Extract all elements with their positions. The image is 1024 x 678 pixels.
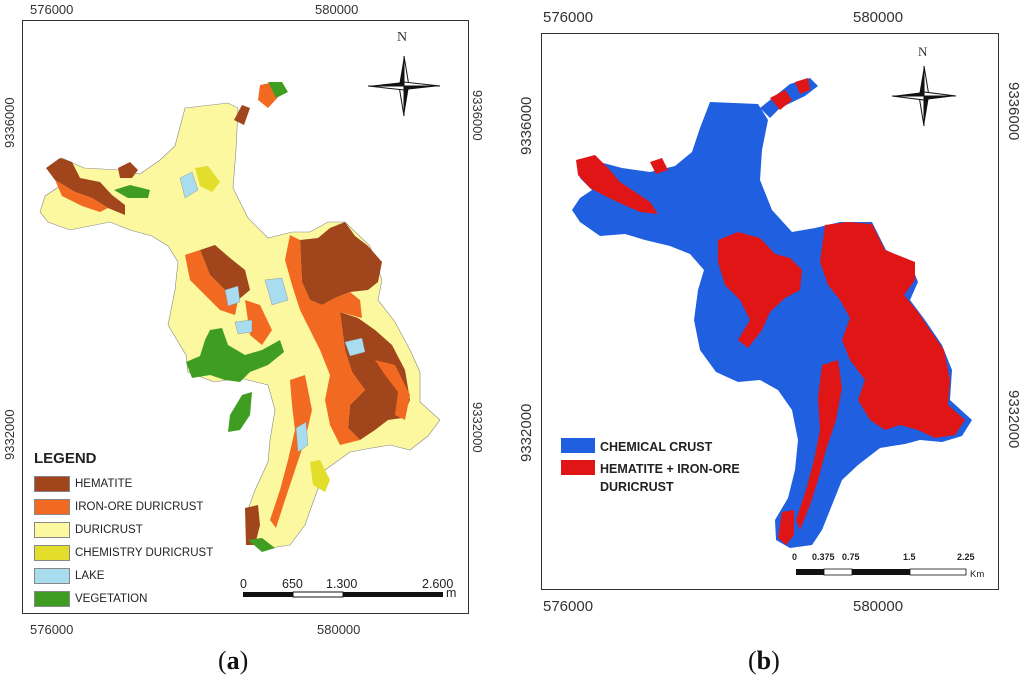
caption-b: (b) <box>748 646 780 675</box>
legend-item-vegetation: VEGETATION <box>34 591 147 607</box>
x-tick-b-1: 576000 <box>543 9 594 26</box>
vegetation-area <box>186 328 284 382</box>
lake-area <box>224 285 241 307</box>
legend-swatch <box>34 522 70 538</box>
legend-swatch <box>34 499 70 515</box>
legend-swatch <box>34 591 70 607</box>
lake-area <box>295 421 309 453</box>
hematite-iron-area <box>778 510 794 545</box>
legend-item-hematite-iron: HEMATITE + IRON-ORE DURICRUST <box>561 460 761 496</box>
hematite-area <box>234 105 250 125</box>
caption-b-letter: b <box>756 646 772 675</box>
scale-label-b-0: 0 <box>792 552 798 562</box>
legend-label: LAKE <box>75 570 105 582</box>
legend-item-lake: LAKE <box>34 568 104 584</box>
scale-label-b-4: 2.25 <box>957 552 975 562</box>
caption-a: (a) <box>218 646 249 675</box>
iron-ore-area <box>185 250 238 315</box>
legend-swatch <box>34 545 70 561</box>
hematite-area <box>118 162 138 178</box>
legend-swatch <box>561 438 595 453</box>
x-tick-a-2: 580000 <box>315 2 359 17</box>
hematite-iron-area <box>925 418 945 434</box>
legend-label: IRON-ORE DURICRUST <box>75 501 204 513</box>
hematite-iron-area <box>795 78 810 94</box>
legend-swatch <box>34 476 70 492</box>
hematite-iron-area <box>718 232 802 348</box>
vegetation-area <box>228 392 252 432</box>
legend-label: CHEMISTRY DURICRUST <box>75 547 214 559</box>
x-tick-a-1: 576000 <box>30 2 74 17</box>
chemical-crust-area <box>572 102 972 548</box>
hematite-area <box>46 158 125 215</box>
chemistry-duricrust-area <box>310 460 330 492</box>
chemistry-duricrust-area <box>195 166 220 192</box>
north-arrow-icon <box>891 65 957 127</box>
scale-bar-b <box>796 568 967 576</box>
x-tick-b-3: 576000 <box>543 598 594 615</box>
hematite-iron-area <box>576 155 658 214</box>
scale-label-a-2: 1.300 <box>326 577 358 591</box>
legend-label: HEMATITE <box>75 478 133 490</box>
hematite-area <box>300 222 382 305</box>
hematite-iron-area <box>820 222 965 438</box>
scale-unit-a: m <box>446 586 457 600</box>
legend-item-chemistry: CHEMISTRY DURICRUST <box>34 545 213 561</box>
caption-a-letter: a <box>226 646 240 675</box>
hematite-area <box>245 505 260 545</box>
lake-area <box>234 319 253 335</box>
legend-item-duricrust: DURICRUST <box>34 522 143 538</box>
scale-label-a-1: 650 <box>282 577 303 591</box>
legend-b: CHEMICAL CRUST HEMATITE + IRON-ORE DURIC… <box>561 438 761 500</box>
north-label-b: N <box>918 44 928 59</box>
scale-label-b-2: 0.75 <box>842 552 860 562</box>
legend-item-iron-ore: IRON-ORE DURICRUST <box>34 499 203 515</box>
north-arrow-icon <box>367 55 441 117</box>
scale-label-b-3: 1.5 <box>903 552 916 562</box>
scale-bar-a <box>243 591 443 598</box>
north-label-a: N <box>397 30 408 45</box>
scale-label-b-1: 0.375 <box>812 552 835 562</box>
scale-unit-b: Km <box>970 569 985 580</box>
x-tick-a-3: 576000 <box>30 622 74 637</box>
legend-swatch <box>34 568 70 584</box>
iron-ore-area <box>270 375 312 528</box>
vegetation-area <box>268 82 288 98</box>
scale-label-a-3: 2.600 <box>422 577 454 591</box>
hematite-iron-area <box>650 158 668 174</box>
vegetation-area <box>248 538 275 552</box>
hematite-iron-area <box>770 90 792 110</box>
iron-ore-area <box>285 235 365 445</box>
x-tick-b-4: 580000 <box>853 598 904 615</box>
legend-label: VEGETATION <box>75 593 148 605</box>
vegetation-area <box>114 185 150 198</box>
hematite-iron-area <box>796 360 842 530</box>
lake-area <box>344 337 366 357</box>
legend-label: HEMATITE + IRON-ORE DURICRUST <box>600 462 740 494</box>
legend-swatch <box>561 460 595 475</box>
iron-ore-area <box>245 300 272 345</box>
iron-ore-area <box>375 360 410 420</box>
iron-ore-area <box>55 180 108 212</box>
legend-title: LEGEND <box>34 450 97 467</box>
legend-item-chemical-crust: CHEMICAL CRUST <box>561 438 761 456</box>
x-tick-b-2: 580000 <box>853 9 904 26</box>
x-tick-a-4: 580000 <box>317 622 361 637</box>
legend-label: CHEMICAL CRUST <box>600 440 713 454</box>
scale-label-a-0: 0 <box>240 577 247 591</box>
lake-area <box>179 171 199 199</box>
legend-item-hematite: HEMATITE <box>34 476 132 492</box>
lake-area <box>264 277 289 306</box>
legend-label: DURICRUST <box>75 524 143 536</box>
